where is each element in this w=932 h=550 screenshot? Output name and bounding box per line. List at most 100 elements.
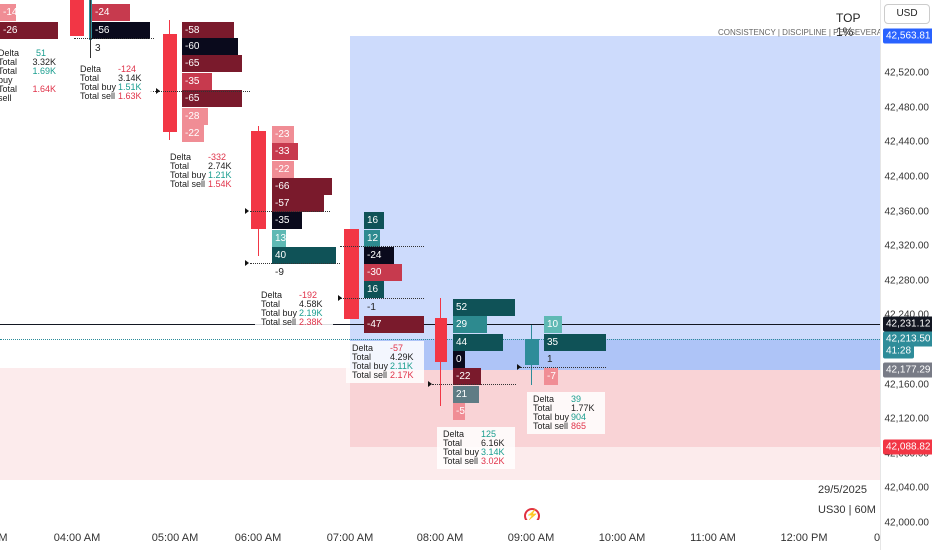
currency-button[interactable]: USD — [884, 4, 930, 24]
fp-c4-8: -9 — [275, 267, 284, 278]
price-tag-last: 42,213.50 — [883, 331, 932, 347]
price-tag-zone-top: 42,563.81 — [883, 28, 932, 44]
poc-marker-c4-a — [245, 208, 249, 214]
candle-c7[interactable] — [525, 339, 539, 365]
total-sell-value: 2.17K — [390, 370, 414, 380]
fp-c3-0: -58 — [182, 22, 234, 39]
poc-line-c4-a — [250, 211, 330, 212]
price-tag-horizontal-line: 42,231.12 — [883, 316, 932, 332]
candle-c3[interactable] — [163, 34, 177, 132]
total-label: Total — [352, 352, 372, 362]
total-value: 2.74K — [208, 161, 232, 171]
y-tick: 42,120.00 — [884, 413, 930, 425]
stats-box-c7: Delta 39 Total 1.77K Total buy 904 Total se… — [527, 392, 605, 434]
y-tick: 42,000.00 — [884, 517, 930, 529]
total-value: 1.77K — [571, 403, 595, 413]
delta-label: Delta — [0, 48, 20, 58]
x-tick: 05:00 AM — [151, 532, 199, 544]
chart-area[interactable]: -14 -26 -24 -56 3 -58 -60 -65 -35 -65 -2… — [0, 0, 880, 520]
fp-c4-2: -22 — [272, 161, 294, 178]
y-tick: 42,320.00 — [884, 240, 930, 252]
candle-c6[interactable] — [435, 318, 447, 362]
delta-value: 125 — [481, 429, 497, 439]
fp-c2-2: 3 — [95, 43, 101, 54]
total-buy-value: 1.69K — [32, 66, 56, 76]
fp-c5-4: 16 — [364, 281, 384, 298]
fp-c7-1: 35 — [544, 334, 606, 351]
poc-marker-c3 — [156, 88, 160, 94]
fp-c5-0: 16 — [364, 212, 384, 229]
total-label: Total — [533, 403, 553, 413]
total-buy-label: Total buy — [443, 447, 480, 457]
stats-box-c5: Delta -57 Total 4.29K Total buy 2.11K Total… — [346, 341, 424, 383]
total-buy-value: 2.19K — [299, 308, 323, 318]
fp-c6-6: -5 — [453, 403, 465, 420]
poc-marker-c6 — [428, 381, 432, 387]
fp-c6-0: 52 — [453, 299, 515, 316]
candle-c5[interactable] — [344, 229, 359, 319]
price-tag-zone-bottom: 42,088.82 — [883, 439, 932, 455]
fp-c1-1: -26 — [0, 22, 58, 39]
delta-value: -124 — [118, 64, 137, 74]
y-tick: 42,400.00 — [884, 171, 930, 183]
x-tick: 07:00 AM — [326, 532, 374, 544]
total-sell-label: Total sell — [443, 456, 479, 466]
total-buy-label: Total buy — [352, 361, 389, 371]
candle-c3-wick — [169, 20, 170, 140]
delta-label: Delta — [80, 64, 102, 74]
candle-c1[interactable] — [70, 0, 84, 36]
fp-c4-1: -33 — [272, 143, 298, 160]
total-sell-value: 2.38K — [299, 317, 323, 327]
candle-c4-wick — [258, 126, 259, 256]
total-buy-label: Total buy — [0, 66, 18, 85]
total-sell-label: Total sell — [0, 84, 18, 103]
fp-c1-0: -14 — [0, 4, 17, 21]
total-sell-label: Total sell — [170, 179, 206, 189]
y-tick: 42,520.00 — [884, 67, 930, 79]
fp-c4-3: -66 — [272, 178, 332, 195]
price-axis[interactable]: 42,520.00 42,480.00 42,440.00 42,400.00 … — [880, 0, 932, 550]
total-value: 3.14K — [118, 73, 142, 83]
fp-c3-6: -22 — [182, 125, 204, 142]
total-buy-label: Total buy — [80, 82, 117, 92]
stats-box-c3: Delta -332 Total 2.74K Total buy 1.21K Tota… — [164, 150, 242, 192]
fp-c5-2: -24 — [364, 247, 394, 264]
x-tick: 10:00 AM — [598, 532, 646, 544]
poc-line-c6 — [432, 384, 516, 385]
x-tick: 12:00 PM — [780, 532, 828, 544]
total-buy-value: 3.14K — [481, 447, 505, 457]
delta-label: Delta — [533, 394, 555, 404]
delta-value: -332 — [208, 152, 227, 162]
x-tick: 08:00 AM — [416, 532, 464, 544]
fp-c3-3: -35 — [182, 73, 212, 90]
fp-c3-2: -65 — [182, 55, 242, 72]
fp-c4-6: 13 — [272, 230, 286, 247]
supply-zone — [350, 36, 880, 370]
x-edge-right: 0 — [873, 532, 881, 544]
fp-c2-0: -24 — [92, 4, 130, 21]
fp-c5-3: -30 — [364, 264, 402, 281]
poc-marker-c7 — [517, 364, 521, 370]
poc-line-c5-b — [340, 298, 424, 299]
price-tag-zone-mid: 42,177.29 — [883, 362, 932, 378]
total-sell-value: 3.02K — [481, 456, 505, 466]
poc-line-c4-b — [250, 263, 340, 264]
current-price-band — [350, 339, 880, 370]
y-tick: 42,160.00 — [884, 379, 930, 391]
poc-line-c3 — [150, 91, 250, 92]
total-label: Total — [443, 438, 463, 448]
total-sell-label: Total sell — [533, 421, 569, 431]
fp-c6-5: 21 — [453, 386, 479, 403]
fp-c6-3: 0 — [453, 351, 465, 368]
fp-c5-5: -1 — [367, 302, 376, 313]
total-sell-value: 1.64K — [32, 84, 56, 94]
delta-value: 51 — [36, 48, 47, 58]
total-sell-label: Total sell — [80, 91, 116, 101]
x-tick: 09:00 AM — [507, 532, 555, 544]
total-label: Total — [261, 299, 281, 309]
stats-box-c6: Delta 125 Total 6.16K Total buy 3.14K Total… — [437, 427, 515, 469]
total-label: Total — [0, 57, 18, 67]
total-sell-label: Total sell — [261, 317, 297, 327]
fp-c5-1: 12 — [364, 230, 380, 247]
fp-c3-4: -65 — [182, 90, 242, 107]
